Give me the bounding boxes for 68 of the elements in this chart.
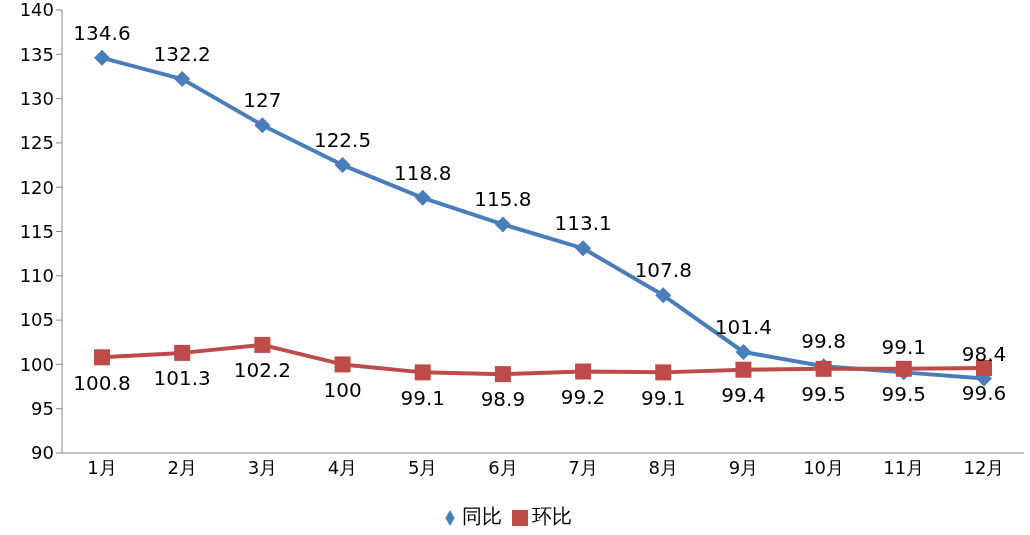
x-tick-label: 1月	[87, 456, 117, 478]
y-tick-label: 95	[31, 398, 54, 420]
y-tick-label: 125	[19, 132, 54, 154]
y-tick-label: 100	[19, 353, 54, 375]
data-label: 101.4	[714, 315, 773, 339]
data-label: 99.5	[881, 382, 927, 407]
data-label: 99.6	[961, 381, 1007, 406]
x-tick-label: 7月	[568, 456, 598, 478]
data-label: 99.1	[400, 385, 445, 410]
x-tick-label: 9月	[728, 456, 759, 478]
data-label: 98.4	[961, 341, 1007, 366]
data-label: 100	[323, 377, 362, 402]
point	[334, 157, 351, 174]
data-label: 98.9	[480, 387, 526, 412]
data-label: 99.4	[721, 382, 766, 407]
data-label: 113.1	[554, 211, 612, 236]
y-tick-label: 110	[19, 265, 54, 287]
data-label: 100.8	[73, 370, 131, 395]
legend-label: 同比	[462, 504, 502, 528]
x-tick-label: 3月	[247, 456, 278, 478]
point	[334, 356, 351, 373]
legend-label: 环比	[532, 504, 572, 528]
x-tick-label: 12月	[963, 456, 1005, 478]
data-label: 101.3	[153, 366, 211, 391]
point	[575, 363, 592, 380]
data-label: 115.8	[474, 187, 532, 212]
y-tick-label: 130	[19, 87, 54, 109]
y-tick-label: 115	[19, 220, 54, 242]
y-tick-label: 140	[19, 0, 54, 21]
data-label: 102.2	[233, 358, 291, 383]
point	[655, 287, 672, 304]
data-label: 99.2	[560, 384, 606, 409]
x-tick-label: 8月	[648, 456, 678, 478]
data-label: 127	[243, 88, 282, 113]
y-tick-label: 90	[31, 442, 54, 464]
data-label: 99.5	[801, 382, 846, 407]
x-tick-label: 2月	[167, 456, 197, 478]
point	[735, 361, 752, 378]
x-tick-label: 4月	[327, 456, 358, 478]
x-tick-label: 10月	[803, 456, 845, 478]
point	[414, 364, 431, 381]
point	[895, 360, 912, 377]
x-tick-label: 5月	[408, 456, 438, 478]
y-tick-label: 135	[19, 43, 54, 65]
point	[174, 344, 191, 361]
point	[655, 364, 672, 381]
point	[94, 349, 110, 366]
y-tick-label: 120	[19, 176, 54, 198]
data-label: 134.6	[73, 20, 131, 45]
data-label: 99.8	[801, 329, 846, 354]
point	[94, 49, 110, 66]
point	[575, 240, 592, 257]
data-label: 132.2	[153, 42, 211, 67]
point	[494, 366, 511, 383]
point	[254, 336, 271, 353]
y-tick-label: 105	[19, 309, 54, 331]
point	[494, 216, 511, 233]
data-label: 99.1	[881, 335, 927, 360]
data-label: 107.8	[634, 258, 692, 283]
x-tick-label: 11月	[883, 456, 925, 478]
point	[254, 117, 271, 134]
data-label: 118.8	[394, 160, 452, 185]
data-label: 99.1	[641, 385, 686, 410]
point	[735, 344, 752, 360]
point	[414, 189, 431, 206]
data-label: 122.5	[313, 128, 372, 153]
point	[174, 71, 191, 88]
x-tick-label: 6月	[488, 456, 518, 478]
